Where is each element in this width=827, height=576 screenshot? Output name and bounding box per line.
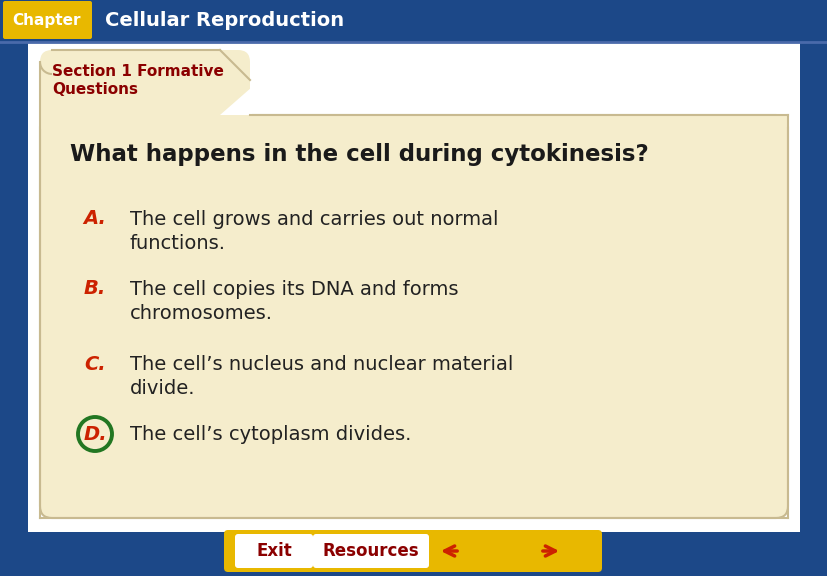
FancyBboxPatch shape bbox=[3, 1, 92, 39]
FancyBboxPatch shape bbox=[313, 534, 428, 568]
Text: Cellular Reproduction: Cellular Reproduction bbox=[105, 10, 344, 29]
Text: B.: B. bbox=[84, 279, 106, 298]
Bar bbox=[28, 42, 799, 532]
Text: Exit: Exit bbox=[256, 542, 292, 560]
Bar bbox=[0, 0, 827, 42]
Text: Section 1 Formative
Questions: Section 1 Formative Questions bbox=[52, 64, 223, 97]
FancyBboxPatch shape bbox=[235, 534, 313, 568]
Text: D.: D. bbox=[83, 425, 107, 444]
FancyBboxPatch shape bbox=[40, 115, 787, 518]
Text: The cell’s cytoplasm divides.: The cell’s cytoplasm divides. bbox=[130, 425, 411, 444]
FancyBboxPatch shape bbox=[40, 50, 250, 127]
Text: C.: C. bbox=[84, 354, 106, 373]
Text: The cell grows and carries out normal
functions.: The cell grows and carries out normal fu… bbox=[130, 210, 498, 253]
Polygon shape bbox=[220, 87, 251, 115]
Text: Chapter: Chapter bbox=[12, 13, 81, 28]
Bar bbox=[40, 115, 220, 129]
Text: The cell copies its DNA and forms
chromosomes.: The cell copies its DNA and forms chromo… bbox=[130, 280, 458, 323]
FancyBboxPatch shape bbox=[224, 530, 601, 572]
Text: What happens in the cell during cytokinesis?: What happens in the cell during cytokine… bbox=[70, 143, 648, 166]
Text: Resources: Resources bbox=[323, 542, 418, 560]
Text: The cell’s nucleus and nuclear material
divide.: The cell’s nucleus and nuclear material … bbox=[130, 355, 513, 398]
Text: A.: A. bbox=[84, 210, 107, 229]
Bar bbox=[40, 115, 787, 127]
